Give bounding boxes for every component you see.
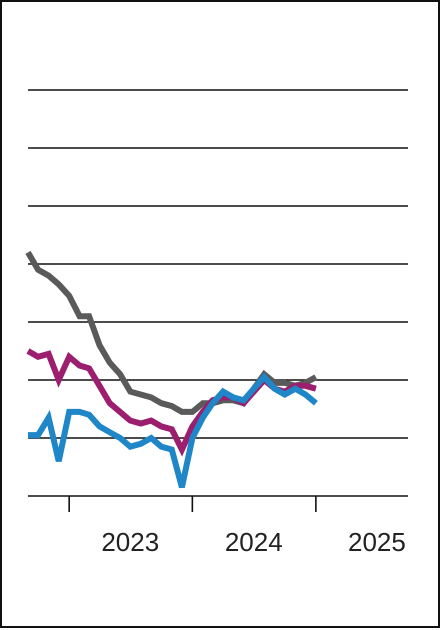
gridlines: [28, 89, 408, 497]
series-group: [25, 250, 318, 489]
x-tick-label: 2025: [348, 527, 406, 557]
series-line-2: [26, 348, 317, 457]
series-line-3: [28, 372, 318, 489]
x-axis: 2023 2024 2025: [68, 496, 406, 557]
x-tick-label: 2024: [225, 527, 283, 557]
x-tick-label: 2023: [101, 527, 159, 557]
